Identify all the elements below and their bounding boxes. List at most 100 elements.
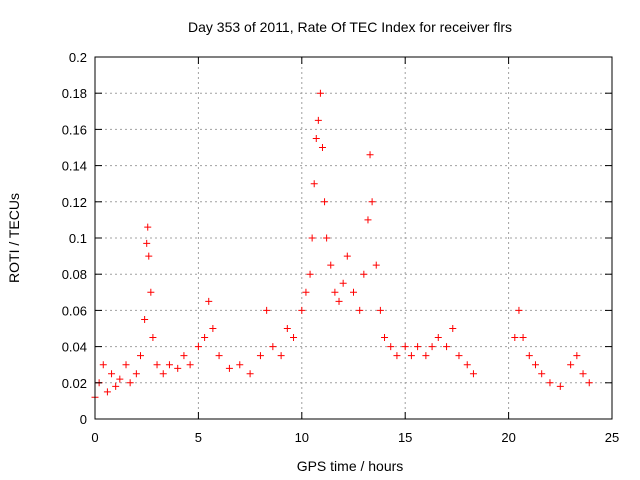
data-point bbox=[449, 325, 457, 332]
data-point bbox=[525, 352, 533, 360]
data-point bbox=[368, 198, 376, 206]
y-tick-label: 0.04 bbox=[62, 340, 87, 355]
data-point bbox=[401, 343, 409, 351]
data-point bbox=[567, 361, 575, 369]
data-point bbox=[116, 375, 124, 383]
data-point bbox=[312, 134, 320, 142]
data-point bbox=[343, 252, 351, 260]
data-point bbox=[579, 370, 587, 378]
data-point bbox=[256, 352, 264, 360]
data-point bbox=[318, 144, 326, 151]
data-point bbox=[463, 361, 471, 369]
data-point bbox=[339, 279, 347, 287]
axis-ticks bbox=[94, 56, 613, 420]
data-point bbox=[290, 334, 298, 342]
data-point bbox=[143, 239, 151, 247]
data-point bbox=[327, 261, 335, 269]
data-point bbox=[364, 216, 372, 224]
data-point bbox=[302, 288, 310, 296]
data-point bbox=[277, 352, 285, 360]
data-point bbox=[306, 270, 314, 278]
data-point bbox=[145, 252, 153, 260]
data-point bbox=[310, 180, 318, 188]
data-point bbox=[538, 370, 546, 378]
grid bbox=[95, 57, 612, 419]
data-point bbox=[103, 388, 111, 396]
data-point bbox=[159, 370, 167, 378]
y-tick-label: 0.06 bbox=[62, 303, 87, 318]
data-point bbox=[141, 315, 149, 323]
data-point bbox=[269, 343, 277, 351]
data-point bbox=[422, 352, 430, 360]
data-point bbox=[112, 382, 120, 390]
y-tick-label: 0.1 bbox=[69, 231, 87, 246]
data-point bbox=[136, 352, 144, 360]
data-point bbox=[132, 370, 140, 378]
y-tick-label: 0.12 bbox=[62, 195, 87, 210]
chart-title: Day 353 of 2011, Rate Of TEC Index for r… bbox=[188, 19, 512, 35]
data-point bbox=[246, 370, 254, 378]
data-point bbox=[308, 234, 316, 242]
data-point bbox=[165, 361, 173, 369]
data-point bbox=[366, 151, 374, 159]
data-point bbox=[381, 334, 389, 342]
data-point bbox=[360, 270, 368, 278]
data-point bbox=[511, 334, 519, 342]
x-tick-label: 0 bbox=[91, 430, 98, 445]
data-point bbox=[144, 223, 152, 231]
data-point bbox=[194, 343, 202, 351]
y-axis-title: ROTI / TECUs bbox=[6, 193, 22, 283]
y-tick-label: 0.14 bbox=[62, 159, 87, 174]
data-point bbox=[201, 334, 209, 342]
data-point bbox=[99, 361, 107, 369]
y-tick-label: 0.08 bbox=[62, 267, 87, 282]
x-tick-label: 5 bbox=[195, 430, 202, 445]
data-point bbox=[376, 306, 384, 314]
data-point bbox=[531, 361, 539, 369]
data-point bbox=[585, 379, 593, 387]
data-point bbox=[153, 361, 161, 369]
data-point bbox=[556, 382, 564, 390]
data-point bbox=[314, 116, 322, 124]
data-point bbox=[321, 198, 329, 206]
data-point bbox=[428, 343, 436, 351]
y-tick-label: 0.2 bbox=[69, 50, 87, 65]
data-point bbox=[147, 288, 155, 296]
data-point bbox=[443, 343, 451, 351]
data-point bbox=[407, 352, 415, 360]
data-point bbox=[393, 352, 401, 360]
data-point bbox=[180, 352, 188, 360]
x-tick-labels: 0 5 10 15 20 25 bbox=[91, 430, 619, 445]
data-point bbox=[122, 361, 130, 369]
data-point bbox=[455, 352, 463, 360]
data-point bbox=[434, 334, 442, 342]
data-point bbox=[323, 234, 331, 242]
data-point bbox=[205, 297, 213, 305]
y-tick-label: 0.18 bbox=[62, 86, 87, 101]
data-point bbox=[186, 361, 194, 369]
data-point bbox=[350, 288, 357, 296]
data-point bbox=[414, 343, 422, 351]
data-point bbox=[316, 89, 324, 97]
data-point bbox=[225, 364, 233, 372]
data-point bbox=[387, 343, 395, 351]
data-point bbox=[215, 352, 223, 360]
x-tick-label: 20 bbox=[501, 430, 515, 445]
x-axis-title: GPS time / hours bbox=[297, 458, 404, 474]
data-point bbox=[236, 361, 244, 369]
y-tick-label: 0.02 bbox=[62, 376, 87, 391]
data-point bbox=[149, 334, 157, 342]
data-point bbox=[335, 297, 343, 305]
data-point bbox=[546, 379, 554, 387]
data-point bbox=[298, 306, 306, 314]
x-tick-label: 25 bbox=[605, 430, 619, 445]
data-point bbox=[209, 325, 217, 332]
data-point bbox=[519, 334, 527, 342]
y-tick-label: 0 bbox=[80, 412, 87, 427]
data-point bbox=[372, 261, 380, 269]
x-tick-label: 10 bbox=[295, 430, 309, 445]
data-point bbox=[108, 370, 116, 378]
data-point bbox=[263, 306, 271, 314]
